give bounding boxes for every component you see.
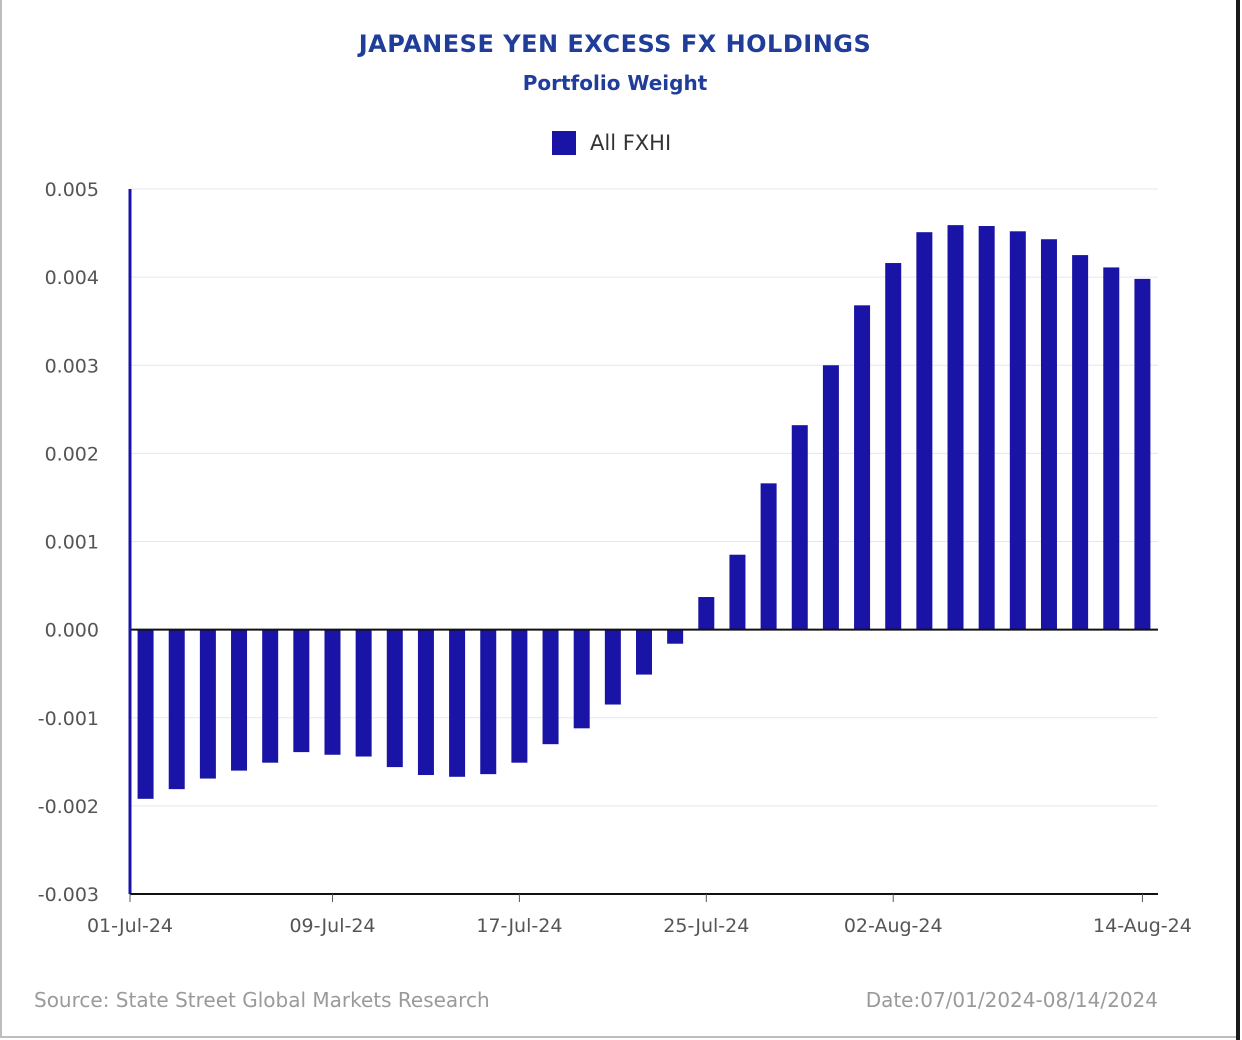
legend-swatch xyxy=(552,131,576,155)
bar xyxy=(355,629,372,757)
bars xyxy=(137,225,1151,799)
legend[interactable]: All FXHI xyxy=(552,130,671,156)
gridlines xyxy=(130,188,1158,895)
bar xyxy=(978,226,995,630)
bar xyxy=(386,629,403,768)
x-tick-label: 09-Jul-24 xyxy=(289,915,375,937)
bar xyxy=(791,425,808,630)
bar xyxy=(137,629,154,799)
bar xyxy=(262,629,279,763)
axes xyxy=(128,189,1158,895)
bar xyxy=(480,629,497,775)
y-tick-label: -0.002 xyxy=(38,796,99,818)
bar xyxy=(1040,239,1057,630)
bar xyxy=(449,629,466,777)
bar xyxy=(231,629,248,771)
bar xyxy=(916,232,933,630)
chart-title: JAPANESE YEN EXCESS FX HOLDINGS xyxy=(358,30,872,58)
bar xyxy=(885,263,902,630)
y-tick-label: 0.005 xyxy=(45,179,99,201)
frame-edge xyxy=(1236,0,1240,1040)
bar xyxy=(324,629,341,755)
bar xyxy=(168,629,185,790)
bar xyxy=(199,629,216,779)
bar xyxy=(698,597,715,630)
bar xyxy=(604,629,621,705)
source-note: Source: State Street Global Markets Rese… xyxy=(34,988,490,1012)
y-tick-label: 0.001 xyxy=(45,532,99,554)
bar xyxy=(667,629,684,644)
x-tick-label: 01-Jul-24 xyxy=(87,915,173,937)
bar xyxy=(854,305,871,630)
bar xyxy=(1103,267,1120,630)
bar xyxy=(947,225,964,630)
x-tick-label: 14-Aug-24 xyxy=(1093,915,1192,937)
y-tick-label: 0.003 xyxy=(45,355,99,377)
x-tick-label: 17-Jul-24 xyxy=(476,915,562,937)
bar xyxy=(636,629,652,675)
y-tick-label: -0.003 xyxy=(38,884,99,906)
bar xyxy=(1072,255,1089,630)
bar xyxy=(760,483,777,630)
x-tick-label: 02-Aug-24 xyxy=(844,915,943,937)
bar xyxy=(822,365,839,630)
bar xyxy=(293,629,310,753)
bar xyxy=(417,629,434,776)
bar xyxy=(573,629,590,729)
y-tick-label: 0.004 xyxy=(45,267,99,289)
bar xyxy=(729,554,746,630)
legend-label: All FXHI xyxy=(590,131,672,155)
bar xyxy=(1134,278,1151,630)
x-tick-label: 25-Jul-24 xyxy=(663,915,749,937)
y-tick-label: 0.002 xyxy=(45,443,99,465)
y-tick-label: -0.001 xyxy=(38,708,99,730)
y-tick-label: 0.000 xyxy=(45,620,99,642)
date-range-note: Date:07/01/2024-08/14/2024 xyxy=(865,988,1158,1012)
bar xyxy=(1009,231,1026,630)
bar-chart: 0.005 0.004 0.003 0.002 0.001 0.000 -0.001 -0.0… xyxy=(38,179,1192,937)
bar xyxy=(511,629,528,763)
bar xyxy=(542,629,559,745)
chart-subtitle: Portfolio Weight xyxy=(522,71,708,95)
x-axis-ticks: 01-Jul-24 09-Jul-24 17-Jul-24 25-Jul-24 02-A… xyxy=(87,894,1192,937)
y-axis-ticks: 0.005 0.004 0.003 0.002 0.001 0.000 -0.001 -0.0… xyxy=(38,179,99,906)
